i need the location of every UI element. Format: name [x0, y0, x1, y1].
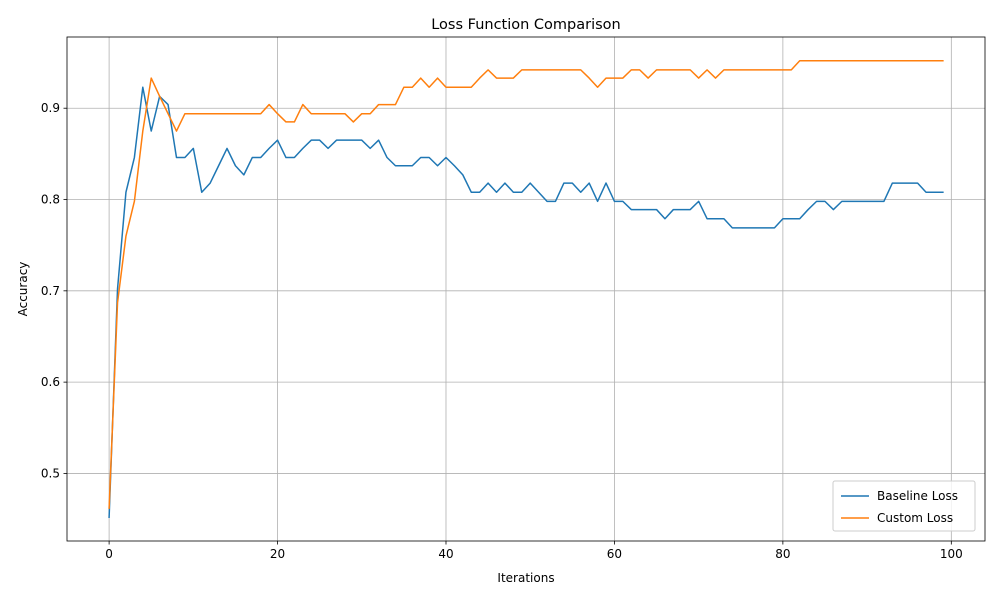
legend: Baseline Loss Custom Loss	[832, 480, 976, 532]
axis-ticks: 0 20 40 60 80 100 0.5 0.6 0.7 0.8 0.9	[41, 101, 963, 561]
y-tick-label: 0.6	[41, 375, 60, 389]
y-tick-label: 0.7	[41, 284, 60, 298]
x-tick-label: 60	[607, 547, 622, 561]
y-tick-label: 0.8	[41, 193, 60, 207]
grid	[67, 37, 985, 541]
x-tick-label: 0	[105, 547, 113, 561]
x-axis-title: Iterations	[497, 571, 554, 585]
legend-label-baseline: Baseline Loss	[877, 489, 958, 503]
x-tick-label: 20	[270, 547, 285, 561]
x-tick-label: 80	[775, 547, 790, 561]
x-tick-label: 40	[438, 547, 453, 561]
chart-title: Loss Function Comparison	[431, 17, 621, 33]
series-line-baseline	[108, 86, 944, 519]
series-lines	[108, 59, 944, 519]
y-axis-title: Accuracy	[16, 262, 30, 317]
y-tick-label: 0.9	[41, 101, 60, 115]
plot-frame	[66, 36, 986, 542]
x-tick-label: 100	[940, 547, 963, 561]
legend-label-custom: Custom Loss	[877, 511, 953, 525]
y-tick-label: 0.5	[41, 466, 60, 480]
series-line-custom	[108, 59, 944, 509]
